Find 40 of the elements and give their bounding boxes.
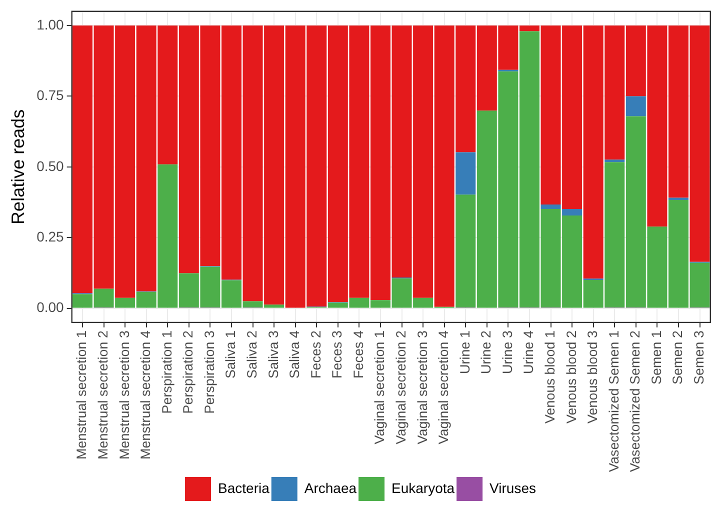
x-tick-label: Feces 2 — [308, 330, 324, 378]
x-tick-label: Urine 2 — [478, 330, 494, 374]
x-tick-label: Perspiration 2 — [180, 330, 196, 414]
x-tick-label: Menstrual secretion 4 — [138, 330, 154, 460]
x-tick-label: Feces 4 — [350, 330, 366, 378]
x-tick-label: Feces 3 — [330, 330, 345, 378]
x-tick-label: Vaginal secretion 3 — [414, 330, 430, 444]
x-tick-label: Saliva 2 — [244, 330, 260, 378]
x-tick-label: Menstrual secretion 2 — [95, 330, 110, 460]
x-tick-label: Venous blood 2 — [564, 330, 579, 424]
x-tick-label: Venous blood 3 — [585, 330, 600, 424]
x-tick-label: Venous blood 1 — [542, 330, 558, 424]
x-tick-label: Saliva 4 — [287, 330, 302, 378]
x-tick-label: Urine 4 — [521, 330, 536, 374]
x-tick-label: Vaginal secretion 1 — [372, 330, 388, 444]
x-tick-label: Saliva 3 — [266, 330, 281, 378]
y-tick-label: 0.50 — [36, 158, 64, 174]
legend-label: Bacteria — [218, 480, 270, 496]
x-tick-label: Urine 3 — [500, 330, 515, 374]
x-tick-label: Semen 3 — [691, 330, 706, 384]
x-tick-label: Vasectomized Semen 2 — [628, 330, 643, 472]
x-tick-label: Vaginal secretion 4 — [436, 330, 452, 444]
x-tick-label: Perspiration 3 — [202, 330, 217, 414]
legend-label: Archaea — [304, 480, 357, 496]
x-tick-label: Vaginal secretion 2 — [393, 330, 408, 444]
x-tick-label: Saliva 1 — [223, 330, 238, 378]
y-tick-label: 0.25 — [36, 228, 64, 244]
x-tick-label: Semen 2 — [670, 330, 686, 384]
y-axis-title: Relative reads — [8, 109, 28, 224]
y-tick-label: 0.00 — [36, 299, 64, 316]
x-tick-label: Urine 1 — [457, 330, 472, 374]
x-tick-label: Vasectomized Semen 1 — [606, 330, 622, 472]
x-tick-label: Perspiration 1 — [159, 330, 174, 414]
x-tick-label: Menstrual secretion 3 — [116, 330, 132, 460]
x-tick-label: Menstrual secretion 1 — [74, 330, 90, 460]
y-tick-label: 1.00 — [36, 16, 64, 32]
legend-label: Viruses — [490, 480, 536, 496]
legend-label: Eukaryota — [392, 480, 455, 496]
x-tick-label: Semen 1 — [648, 330, 664, 384]
y-tick-label: 0.75 — [36, 87, 64, 104]
